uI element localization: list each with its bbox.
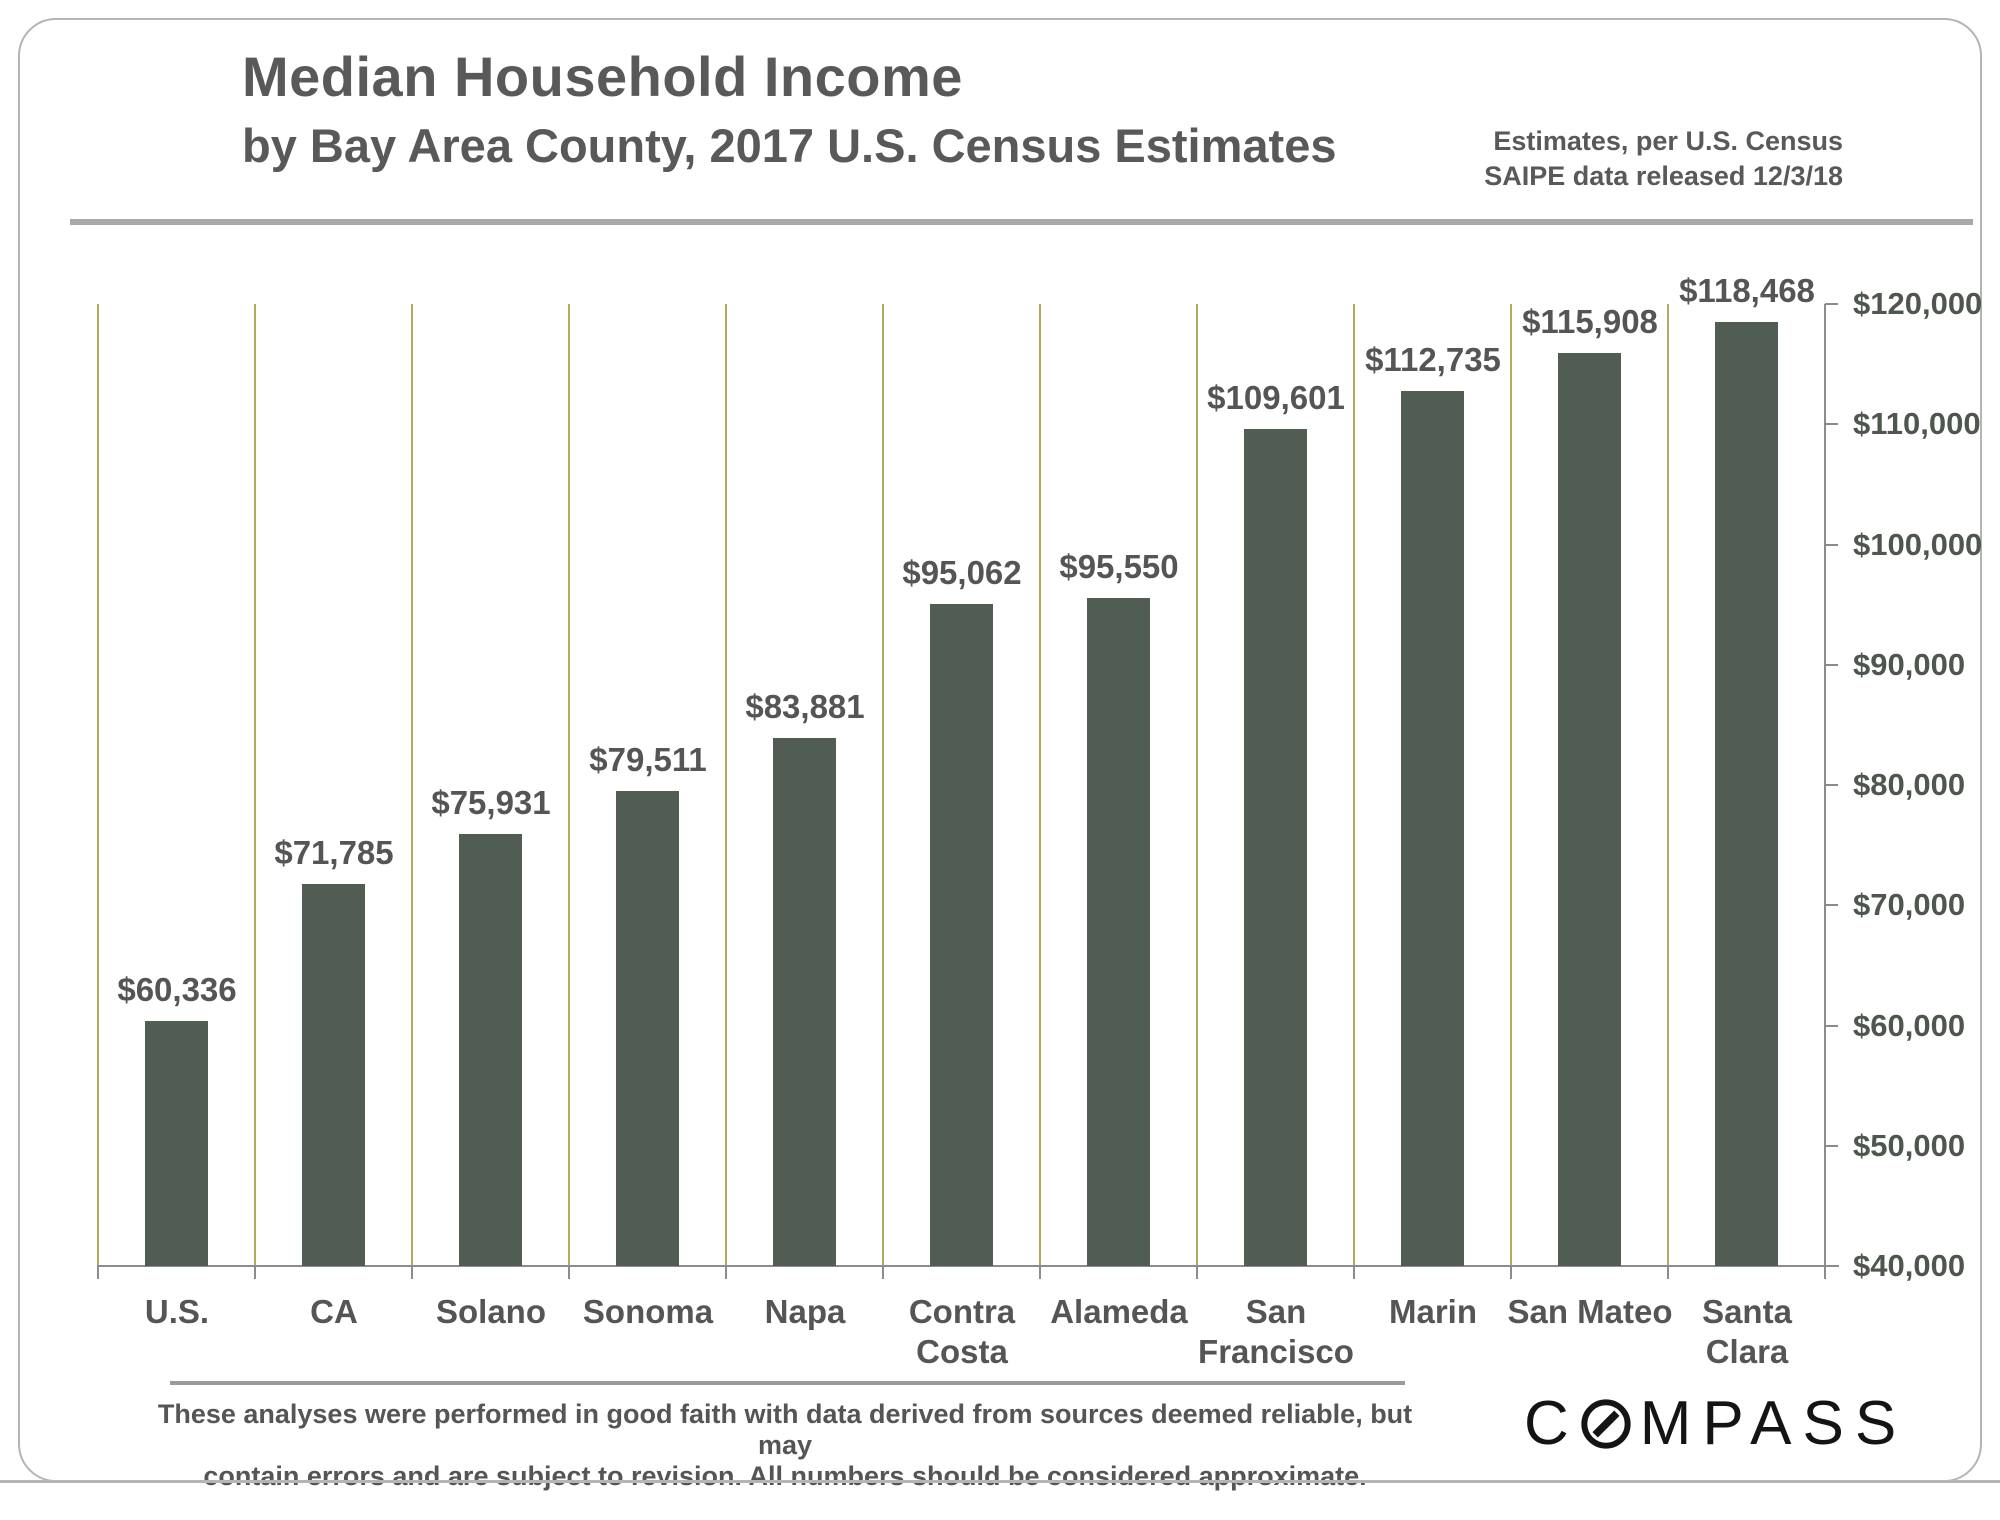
x-category-label: Napa — [764, 1293, 846, 1330]
y-tick-label: $120,000 — [1853, 286, 1983, 321]
y-tick — [1825, 1265, 1838, 1267]
bar-marin — [1401, 391, 1464, 1266]
vertical-gridline — [1039, 304, 1041, 1266]
bar-value-label: $115,908 — [1522, 303, 1658, 340]
x-category-label: CA — [310, 1293, 358, 1330]
bar-value-label: $95,062 — [902, 554, 1022, 591]
x-category-label: Contra Costa — [908, 1293, 1016, 1370]
vertical-gridline — [411, 304, 413, 1266]
x-category-label: Santa Clara — [1702, 1293, 1792, 1370]
y-tick-label: $90,000 — [1853, 647, 1966, 682]
bar-ca — [302, 884, 365, 1266]
bar-value-label: $71,785 — [274, 834, 394, 871]
title-divider — [70, 219, 1973, 225]
vertical-gridline — [882, 304, 884, 1266]
compass-logo: C MPASS — [1524, 1389, 1907, 1458]
page-title: Median Household Income — [242, 45, 963, 108]
bar-value-label: $95,550 — [1059, 548, 1179, 585]
bar-san-francisco — [1244, 429, 1307, 1266]
y-tick-label: $80,000 — [1853, 767, 1966, 802]
compass-o-icon — [1581, 1399, 1631, 1449]
vertical-gridline — [1667, 304, 1669, 1266]
y-tick-label: $40,000 — [1853, 1248, 1966, 1283]
bar-chart: $40,000 $50,000 $60,000 $70,000 $80,000 $90,0… — [20, 20, 2000, 1520]
bar-santa-clara — [1715, 322, 1778, 1266]
x-tick — [1196, 1266, 1198, 1279]
x-axis-line — [97, 1265, 1839, 1267]
bar-san-mateo — [1558, 353, 1621, 1266]
bar-alameda — [1087, 598, 1150, 1266]
bar-value-label: $60,336 — [117, 971, 237, 1008]
x-category-label: San Francisco — [1198, 1293, 1354, 1370]
y-tick — [1825, 544, 1838, 546]
disclaimer-line2: contain errors and are subject to revisi… — [203, 1461, 1367, 1491]
x-category-label: Alameda — [1050, 1293, 1188, 1330]
y-tick — [1825, 664, 1838, 666]
disclaimer-divider — [170, 1381, 1405, 1385]
disclaimer-text: These analyses were performed in good fa… — [140, 1399, 1430, 1492]
vertical-gridline — [568, 304, 570, 1266]
page-subtitle: by Bay Area County, 2017 U.S. Census Est… — [242, 119, 1337, 172]
bar-value-label: $83,881 — [745, 688, 865, 725]
bar-value-label: $112,735 — [1365, 341, 1501, 378]
y-tick-label: $110,000 — [1853, 406, 1981, 441]
source-note: Estimates, per U.S. Census SAIPE data re… — [1484, 124, 1843, 194]
y-tick — [1825, 303, 1838, 305]
bar-value-label: $109,601 — [1207, 379, 1345, 416]
x-tick — [882, 1266, 884, 1279]
bar-contra-costa — [930, 604, 993, 1266]
x-tick — [1510, 1266, 1512, 1279]
x-category-label: Marin — [1388, 1293, 1477, 1330]
bar-sonoma — [616, 791, 679, 1266]
disclaimer-line1: These analyses were performed in good fa… — [157, 1399, 1413, 1460]
slide-card: Median Household Income by Bay Area Coun… — [18, 18, 1982, 1491]
logo-letters-rest: MPASS — [1639, 1388, 1908, 1458]
x-category-label: Sonoma — [582, 1293, 714, 1330]
y-tick-label: $60,000 — [1853, 1008, 1966, 1043]
vertical-gridline — [1353, 304, 1355, 1266]
x-category-label: San Mateo — [1507, 1293, 1673, 1330]
y-tick — [1825, 784, 1838, 786]
bar-value-label: $118,468 — [1679, 272, 1815, 309]
bar-solano — [459, 834, 522, 1266]
bar-u-s- — [145, 1021, 208, 1266]
y-tick — [1825, 904, 1838, 906]
y-tick — [1825, 1025, 1838, 1027]
x-tick — [725, 1266, 727, 1279]
page-bottom-divider — [0, 1480, 2000, 1483]
y-tick — [1825, 1145, 1838, 1147]
y-tick-label: $50,000 — [1853, 1128, 1966, 1163]
vertical-gridline — [1510, 304, 1512, 1266]
logo-letter-c: C — [1524, 1388, 1580, 1458]
vertical-gridline — [725, 304, 727, 1266]
x-tick — [1824, 1266, 1826, 1279]
x-tick — [1667, 1266, 1669, 1279]
vertical-gridline — [97, 304, 99, 1266]
x-tick — [97, 1266, 99, 1279]
x-category-label: Solano — [435, 1293, 546, 1330]
vertical-gridline — [1196, 304, 1198, 1266]
x-tick — [1353, 1266, 1355, 1279]
source-note-line2: SAIPE data released 12/3/18 — [1484, 161, 1843, 191]
y-tick-label: $100,000 — [1853, 527, 1983, 562]
bar-value-label: $79,511 — [589, 741, 707, 778]
x-tick — [254, 1266, 256, 1279]
source-note-line1: Estimates, per U.S. Census — [1493, 126, 1843, 156]
bar-napa — [773, 738, 836, 1266]
x-tick — [411, 1266, 413, 1279]
y-tick — [1825, 423, 1838, 425]
x-tick — [1039, 1266, 1041, 1279]
x-tick — [568, 1266, 570, 1279]
vertical-gridline — [254, 304, 256, 1266]
x-category-label: U.S. — [144, 1293, 210, 1330]
bar-value-label: $75,931 — [431, 784, 551, 821]
y-tick-label: $70,000 — [1853, 887, 1966, 922]
